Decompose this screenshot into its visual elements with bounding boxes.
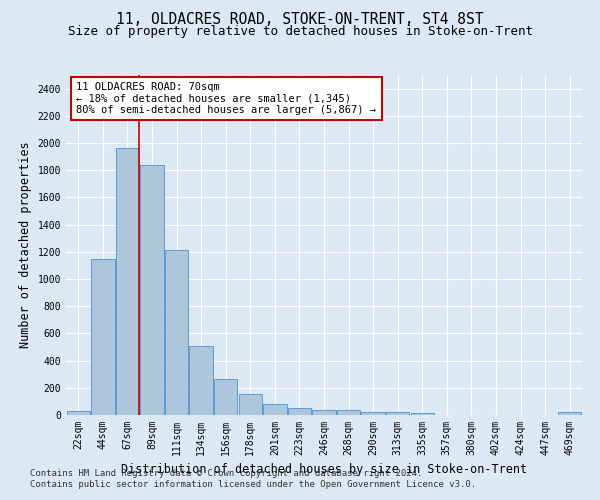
Bar [67,411,90,415]
Bar [140,165,164,415]
Text: 11 OLDACRES ROAD: 70sqm
← 18% of detached houses are smaller (1,345)
80% of semi: 11 OLDACRES ROAD: 70sqm ← 18% of detache… [76,82,376,115]
Bar [190,346,213,415]
Text: Size of property relative to detached houses in Stoke-on-Trent: Size of property relative to detached ho… [67,25,533,38]
Bar [116,148,139,415]
Bar [361,412,385,415]
Bar [313,410,335,415]
Bar [410,413,434,415]
Bar [386,412,409,415]
Text: Contains HM Land Registry data © Crown copyright and database right 2024.: Contains HM Land Registry data © Crown c… [30,468,422,477]
Bar [239,394,262,415]
X-axis label: Distribution of detached houses by size in Stoke-on-Trent: Distribution of detached houses by size … [121,464,527,476]
Y-axis label: Number of detached properties: Number of detached properties [19,142,32,348]
Bar [91,258,115,415]
Bar [288,408,311,415]
Bar [558,412,581,415]
Text: 11, OLDACRES ROAD, STOKE-ON-TRENT, ST4 8ST: 11, OLDACRES ROAD, STOKE-ON-TRENT, ST4 8… [116,12,484,28]
Bar [263,404,287,415]
Bar [214,379,238,415]
Bar [337,410,360,415]
Text: Contains public sector information licensed under the Open Government Licence v3: Contains public sector information licen… [30,480,476,489]
Bar [165,250,188,415]
